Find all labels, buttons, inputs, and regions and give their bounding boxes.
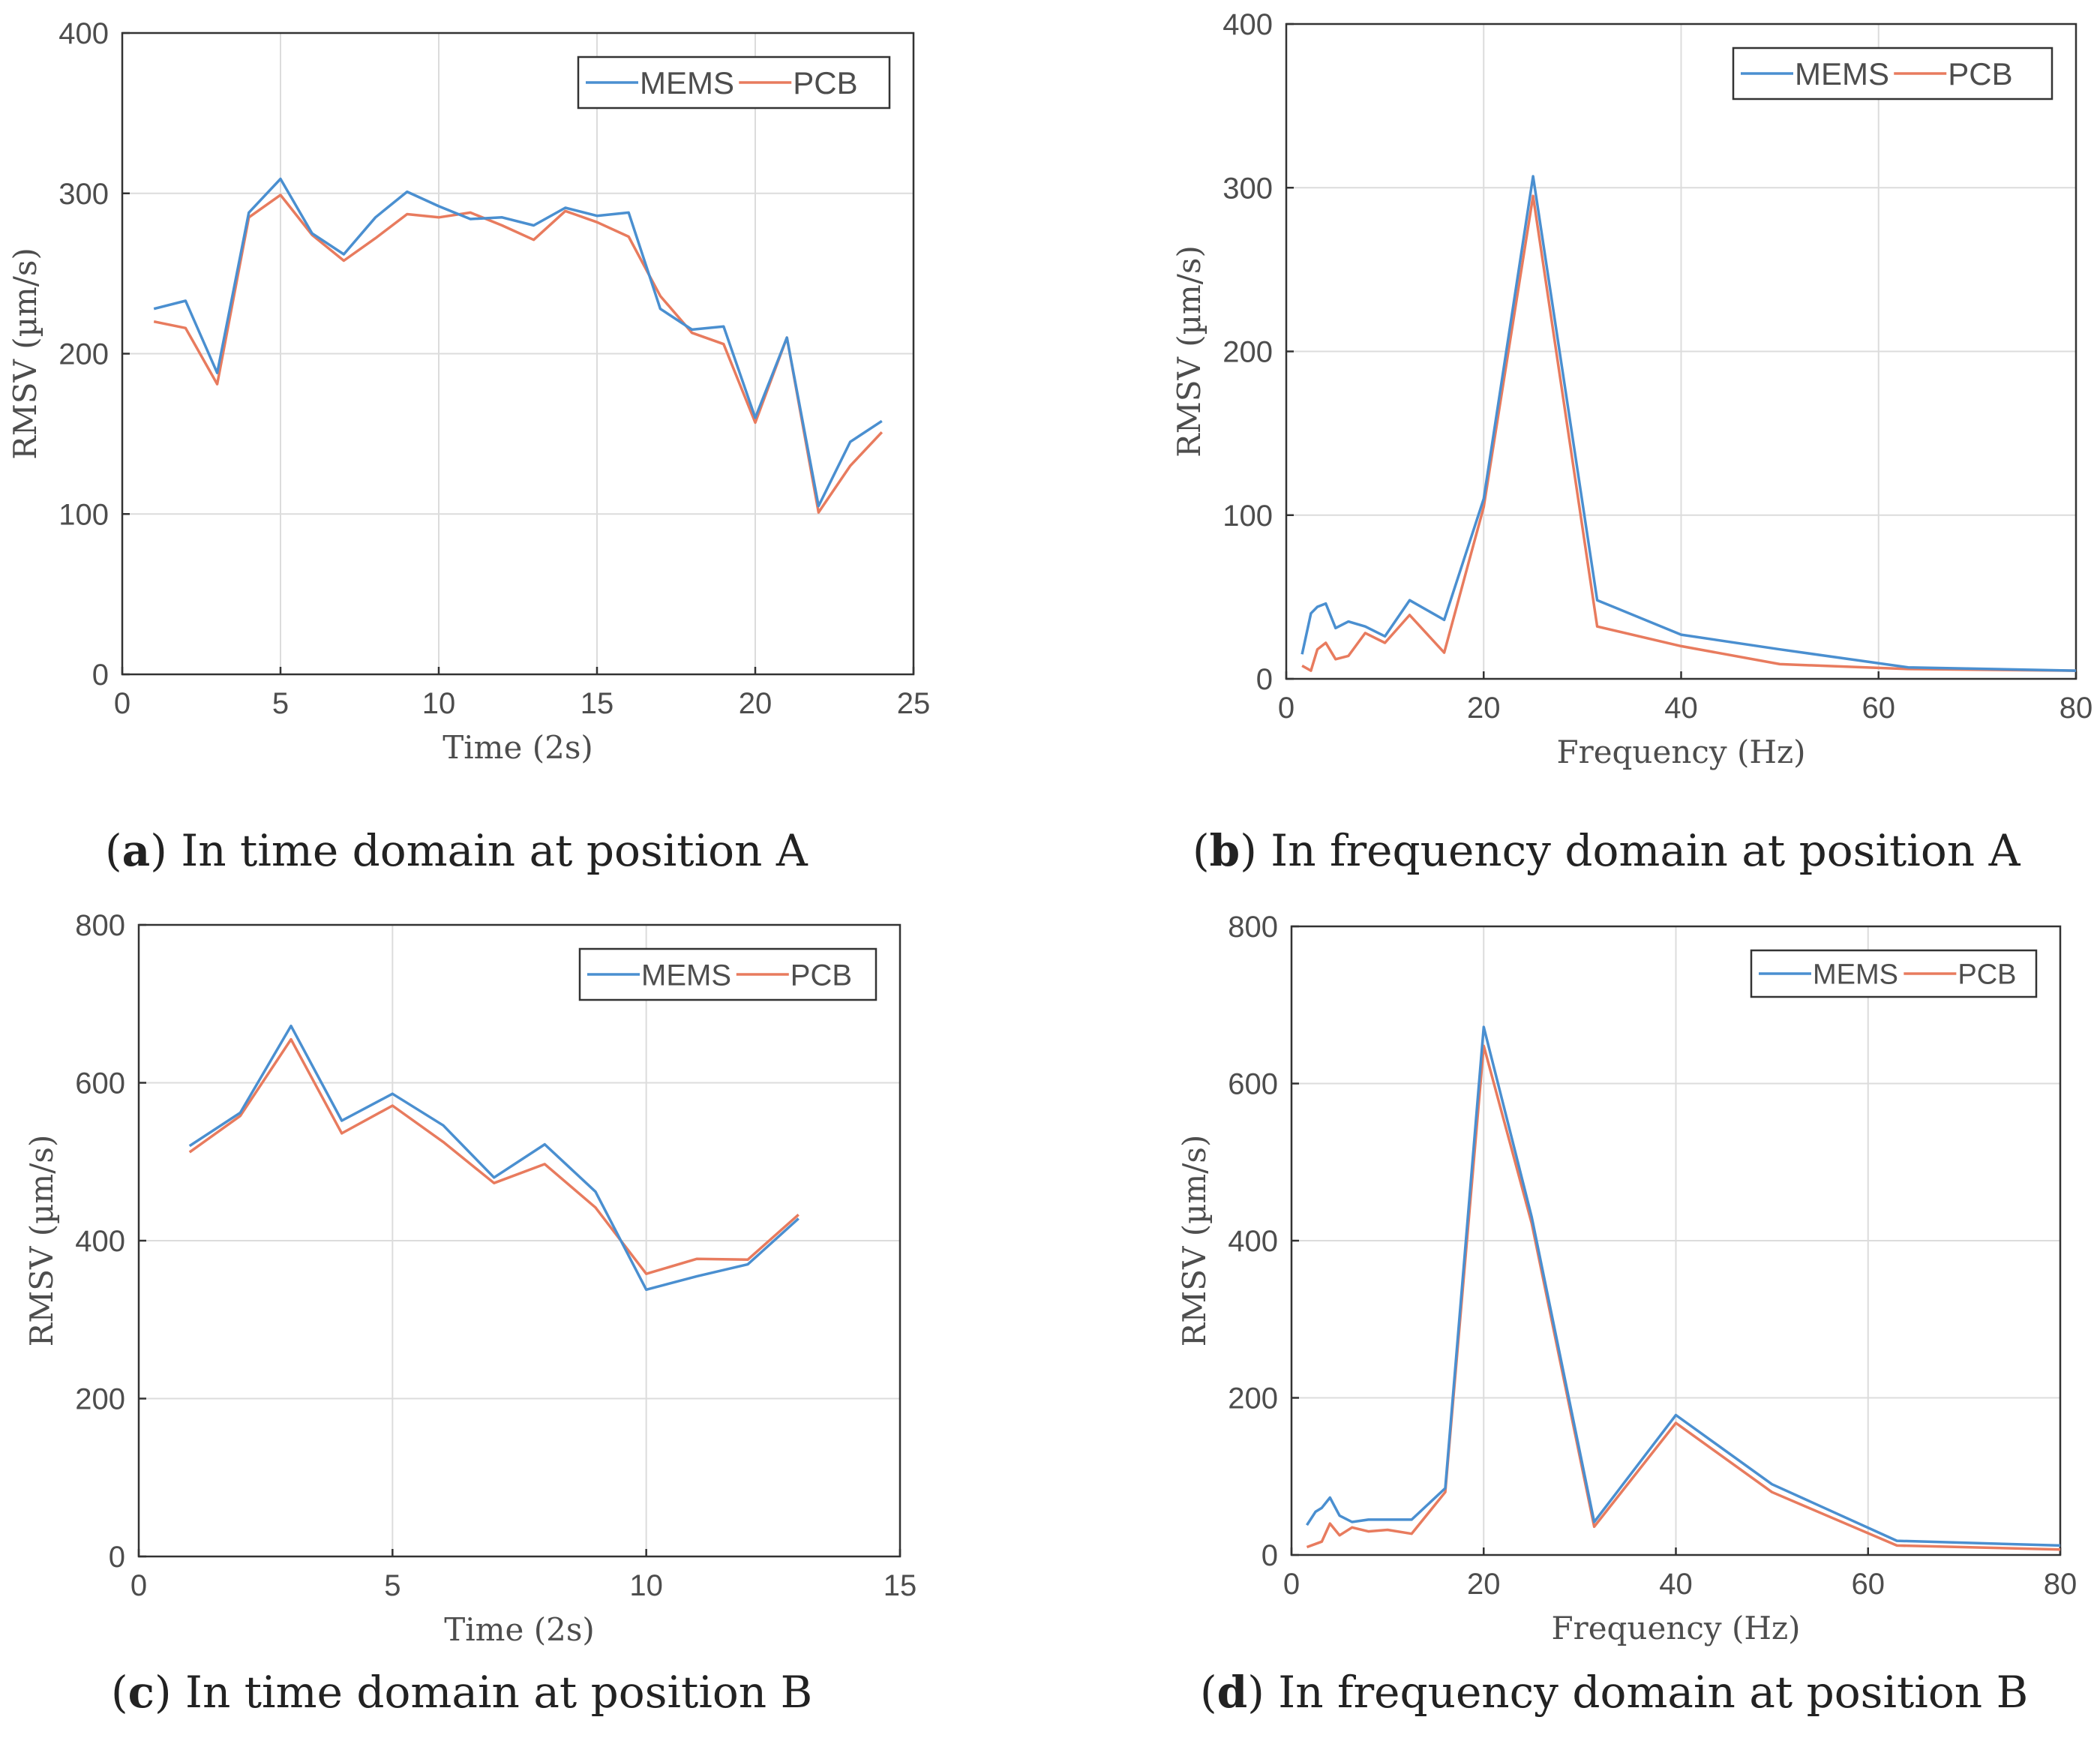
y-tick-label: 600 bbox=[75, 1067, 125, 1100]
legend-label-mems: MEMS bbox=[640, 65, 734, 101]
x-tick-label: 15 bbox=[884, 1569, 917, 1602]
y-axis-label: RMSV (µm/s) bbox=[7, 248, 44, 460]
x-tick-label: 40 bbox=[1664, 692, 1698, 725]
x-tick-label: 5 bbox=[384, 1569, 400, 1602]
legend-label-pcb: PCB bbox=[790, 959, 852, 992]
y-tick-label: 0 bbox=[1262, 1539, 1278, 1572]
caption-d: (d) In frequency domain at position B bbox=[1200, 1667, 2029, 1718]
x-axis-label: Frequency (Hz) bbox=[1551, 1610, 1800, 1646]
x-tick-label: 15 bbox=[580, 687, 614, 720]
y-axis-label: RMSV (µm/s) bbox=[23, 1135, 60, 1347]
x-axis-label: Time (2s) bbox=[442, 729, 593, 766]
series-line-pcb bbox=[153, 194, 884, 514]
y-tick-label: 300 bbox=[58, 178, 109, 211]
legend-label-mems: MEMS bbox=[1795, 56, 1889, 92]
y-tick-label: 200 bbox=[58, 338, 109, 371]
y-tick-label: 400 bbox=[58, 17, 109, 50]
y-axis-label: RMSV (µm/s) bbox=[1176, 1135, 1213, 1347]
x-tick-label: 80 bbox=[2060, 692, 2093, 725]
y-tick-label: 200 bbox=[75, 1383, 125, 1416]
y-tick-label: 0 bbox=[109, 1541, 125, 1574]
x-tick-label: 0 bbox=[1283, 1568, 1300, 1601]
y-tick-label: 0 bbox=[1256, 663, 1273, 696]
caption-c: (c) In time domain at position B bbox=[111, 1667, 813, 1718]
x-tick-label: 0 bbox=[130, 1569, 147, 1602]
legend-label-mems: MEMS bbox=[641, 959, 731, 992]
y-tick-label: 200 bbox=[1222, 336, 1273, 369]
y-tick-label: 800 bbox=[75, 909, 125, 942]
x-axis-label: Frequency (Hz) bbox=[1556, 734, 1805, 770]
legend-label-pcb: PCB bbox=[793, 65, 857, 101]
legend-label-mems: MEMS bbox=[1813, 959, 1898, 991]
x-tick-label: 60 bbox=[1852, 1568, 1886, 1601]
legend-label-pcb: PCB bbox=[1958, 959, 2016, 991]
series-line-pcb bbox=[1301, 194, 2077, 672]
legend-label-pcb: PCB bbox=[1948, 56, 2012, 92]
series-line-mems bbox=[1306, 1025, 2061, 1547]
y-tick-label: 800 bbox=[1228, 911, 1278, 944]
x-tick-label: 10 bbox=[629, 1569, 663, 1602]
y-tick-label: 0 bbox=[92, 659, 109, 692]
caption-a: (a) In time domain at position A bbox=[105, 825, 808, 876]
series-line-pcb bbox=[188, 1037, 800, 1275]
y-tick-label: 400 bbox=[1222, 8, 1273, 41]
y-tick-label: 300 bbox=[1222, 172, 1273, 205]
x-tick-label: 5 bbox=[272, 687, 289, 720]
x-tick-label: 60 bbox=[1862, 692, 1896, 725]
y-tick-label: 100 bbox=[58, 498, 109, 531]
series-line-mems bbox=[153, 177, 883, 508]
x-axis-label: Time (2s) bbox=[444, 1611, 595, 1648]
x-tick-label: 40 bbox=[1659, 1568, 1693, 1601]
y-axis-label: RMSV (µm/s) bbox=[1171, 245, 1208, 458]
x-tick-label: 25 bbox=[897, 687, 931, 720]
x-tick-label: 20 bbox=[739, 687, 772, 720]
x-tick-label: 0 bbox=[1278, 692, 1294, 725]
caption-b: (b) In frequency domain at position A bbox=[1192, 825, 2020, 876]
y-tick-label: 600 bbox=[1228, 1068, 1278, 1101]
y-tick-label: 400 bbox=[75, 1225, 125, 1258]
series-line-mems bbox=[1300, 175, 2077, 672]
series-line-pcb bbox=[1306, 1044, 2061, 1551]
y-tick-label: 400 bbox=[1228, 1225, 1278, 1258]
x-tick-label: 10 bbox=[422, 687, 456, 720]
x-tick-label: 80 bbox=[2044, 1568, 2078, 1601]
y-tick-label: 100 bbox=[1222, 500, 1273, 533]
x-tick-label: 20 bbox=[1467, 1568, 1501, 1601]
x-tick-label: 0 bbox=[114, 687, 130, 720]
y-tick-label: 200 bbox=[1228, 1382, 1278, 1415]
series-line-mems bbox=[188, 1024, 800, 1292]
x-tick-label: 20 bbox=[1467, 692, 1501, 725]
